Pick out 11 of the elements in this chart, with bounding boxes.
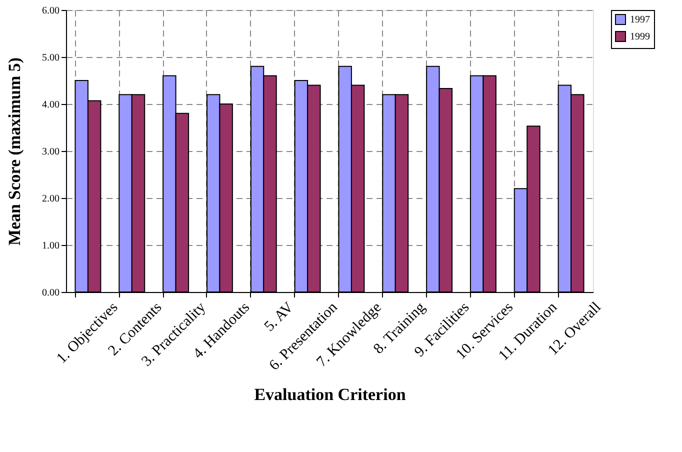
legend-label: 1997 xyxy=(630,14,650,26)
y-tick-label: 1.00 xyxy=(42,240,60,252)
y-tick-label: 3.00 xyxy=(42,146,60,158)
y-tick-label: 5.00 xyxy=(42,52,60,64)
y-axis-title: Mean Score (maximum 5) xyxy=(5,57,24,246)
y-tick-label: 6.00 xyxy=(42,6,60,16)
y-tick-label: 4.00 xyxy=(42,100,60,110)
y-tick-label: 2.00 xyxy=(42,194,60,204)
x-axis-title: Evaluation Criterion xyxy=(254,385,406,404)
y-tick-label: 0.00 xyxy=(42,288,60,298)
legend-label: 1999 xyxy=(630,32,650,42)
